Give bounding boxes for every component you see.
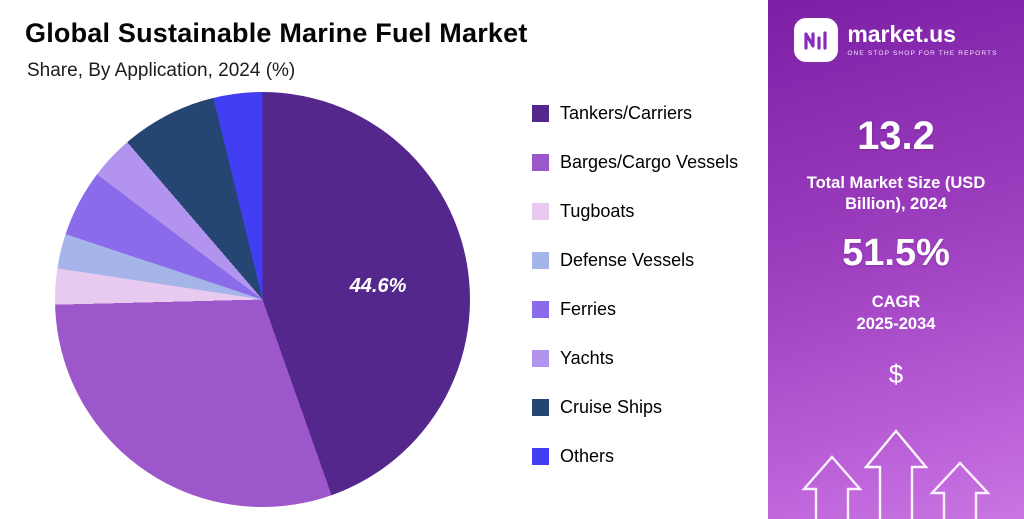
legend-item: Tankers/Carriers xyxy=(532,102,738,124)
legend-label: Tankers/Carriers xyxy=(560,102,693,123)
legend-label: Others xyxy=(560,445,615,466)
pie-chart xyxy=(55,92,470,507)
legend: Tankers/Carriers Barges/Cargo Vessels Tu… xyxy=(532,102,738,467)
legend-label: Yachts xyxy=(560,347,614,368)
legend-item: Tugboats xyxy=(532,200,738,222)
legend-item: Others xyxy=(532,445,738,467)
cagr-value: 51.5% xyxy=(842,231,950,274)
market-size-value: 13.2 xyxy=(857,114,935,158)
legend-swatch xyxy=(532,251,549,269)
page-title: Global Sustainable Marine Fuel Market xyxy=(25,18,528,48)
cagr-label: CAGR xyxy=(871,292,921,311)
pie-chart-wrap: 44.6% xyxy=(55,92,470,507)
cagr-period: 2025-2034 xyxy=(856,315,936,334)
legend-swatch xyxy=(532,349,549,367)
stats-side-panel: market.us ONE STOP SHOP FOR THE REPORTS … xyxy=(768,0,1024,519)
dollar-icon: $ xyxy=(888,359,904,390)
legend-swatch xyxy=(532,202,549,220)
growth-arrows-icon xyxy=(801,429,991,519)
chart-area: Global Sustainable Marine Fuel Market Sh… xyxy=(25,18,739,507)
legend-item: Cruise Ships xyxy=(532,396,738,418)
legend-label: Barges/Cargo Vessels xyxy=(560,151,739,172)
legend-swatch xyxy=(532,104,549,122)
cagr-label-block: CAGR 2025-2034 xyxy=(857,291,936,336)
legend-item: Defense Vessels xyxy=(532,249,738,271)
legend-item: Ferries xyxy=(532,298,738,320)
legend-label: Cruise Ships xyxy=(560,396,663,417)
legend-swatch xyxy=(532,153,549,171)
marketus-logo-icon xyxy=(794,18,839,62)
legend-swatch xyxy=(532,447,549,465)
brand-row: market.us ONE STOP SHOP FOR THE REPORTS xyxy=(794,18,997,62)
legend-item: Barges/Cargo Vessels xyxy=(532,151,738,173)
legend-item: Yachts xyxy=(532,347,738,369)
market-size-label: Total Market Size (USD Billion), 2024 xyxy=(806,174,986,214)
legend-label: Tugboats xyxy=(560,200,635,221)
brand-text: market.us ONE STOP SHOP FOR THE REPORTS xyxy=(847,21,998,58)
legend-swatch xyxy=(532,398,549,416)
pie-slice-value-label: 44.6% xyxy=(349,274,407,297)
marketus-glyph-icon xyxy=(804,31,827,50)
brand-tagline: ONE STOP SHOP FOR THE REPORTS xyxy=(847,50,998,57)
legend-swatch xyxy=(532,300,549,318)
legend-label: Ferries xyxy=(560,298,617,319)
brand-name: market.us xyxy=(847,21,956,47)
legend-label: Defense Vessels xyxy=(560,249,695,270)
page-subtitle: Share, By Application, 2024 (%) xyxy=(27,60,296,81)
